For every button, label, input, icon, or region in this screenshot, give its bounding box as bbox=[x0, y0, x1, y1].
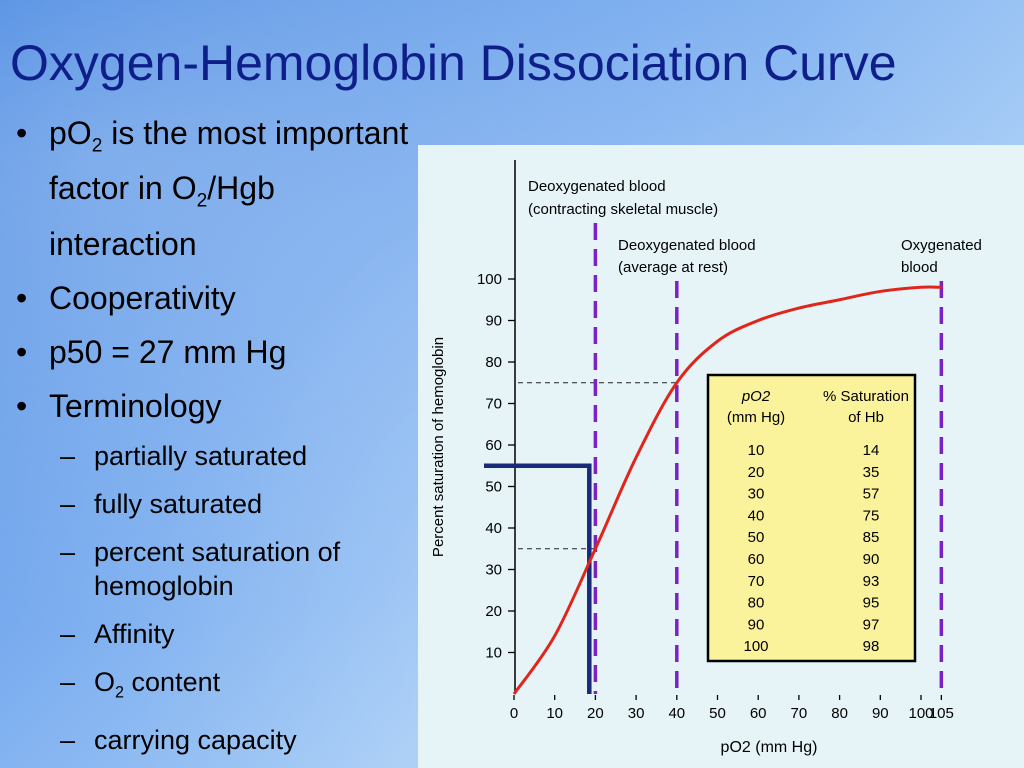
table-cell-po2: 30 bbox=[748, 486, 765, 503]
x-tick-label: 105 bbox=[929, 705, 954, 722]
y-tick-label: 80 bbox=[485, 354, 502, 371]
vertical-line-label: (contracting skeletal muscle) bbox=[528, 201, 718, 218]
table-cell-po2: 70 bbox=[748, 573, 765, 590]
sub-bullet-item: partially saturated bbox=[14, 439, 414, 473]
bullet-text: percent saturation of hemoglobin bbox=[94, 536, 341, 601]
table-cell-po2: 50 bbox=[748, 529, 765, 546]
y-tick-label: 90 bbox=[485, 313, 502, 330]
slide-title: Oxygen-Hemoglobin Dissociation Curve bbox=[10, 35, 897, 91]
dissociation-chart: 10 20 30 40 50 60 70 80 90 100 0 10 20 30 40 50 60 70 80 90… bbox=[418, 145, 1024, 768]
vertical-line-label: (average at rest) bbox=[618, 259, 728, 276]
y-tick-label: 10 bbox=[485, 645, 502, 662]
table-cell-saturation: 98 bbox=[863, 638, 880, 655]
x-tick-label: 30 bbox=[628, 705, 645, 722]
vertical-line-label: Deoxygenated blood bbox=[528, 178, 666, 195]
x-tick-label: 40 bbox=[668, 705, 685, 722]
y-tick-label: 60 bbox=[485, 437, 502, 454]
y-tick-label: 70 bbox=[485, 396, 502, 413]
y-axis-label: Percent saturation of hemoglobin bbox=[430, 337, 447, 557]
sub-bullet-item: carrying capacity bbox=[14, 723, 414, 757]
sub-bullet-item: Affinity bbox=[14, 617, 414, 651]
table-cell-saturation: 75 bbox=[863, 507, 880, 524]
table-cell-saturation: 97 bbox=[863, 616, 880, 633]
subscript-text: 2 bbox=[91, 135, 103, 157]
dissociation-curve bbox=[512, 285, 942, 695]
x-tick-label: 60 bbox=[750, 705, 767, 722]
table-cell-saturation: 90 bbox=[863, 551, 880, 568]
y-tick-label: 40 bbox=[485, 520, 502, 537]
table-cell-po2: 100 bbox=[743, 638, 768, 655]
sub-bullet-item: percent saturation of hemoglobin bbox=[14, 535, 414, 603]
bullet-text: partially saturated bbox=[94, 440, 308, 471]
bullet-item: p50 = 27 mm Hg bbox=[14, 331, 414, 373]
p50-marker-line bbox=[484, 463, 592, 694]
table-cell-saturation: 85 bbox=[863, 529, 880, 546]
x-axis-label: pO2 (mm Hg) bbox=[721, 739, 818, 756]
bullet-text: carrying capacity bbox=[94, 725, 297, 756]
x-tick-label: 20 bbox=[587, 705, 604, 722]
x-tick-label: 80 bbox=[831, 705, 848, 722]
table-cell-po2: 40 bbox=[748, 507, 765, 524]
table-cell-po2: 20 bbox=[748, 464, 765, 481]
bullet-text: is the most important factor in O bbox=[49, 115, 409, 207]
bullet-text: pO bbox=[49, 115, 92, 151]
bullet-item: Terminology bbox=[14, 385, 414, 427]
bullet-list: pO2 is the most important factor in O2/H… bbox=[14, 112, 414, 768]
bullet-item: pO2 is the most important factor in O2/H… bbox=[14, 112, 414, 265]
bullet-text: Affinity bbox=[94, 618, 175, 649]
bullet-text: O bbox=[94, 666, 116, 697]
x-tick-label: 0 bbox=[510, 705, 518, 722]
bullet-item: Cooperativity bbox=[14, 277, 414, 319]
vertical-line-label: Oxygenated bbox=[901, 237, 982, 254]
figure-panel: 10 20 30 40 50 60 70 80 90 100 0 10 20 30 40 50 60 70 80 90… bbox=[418, 145, 1024, 768]
vertical-line-label: Deoxygenated blood bbox=[618, 237, 756, 254]
bullet-text: Cooperativity bbox=[49, 279, 236, 316]
bullet-text: content bbox=[124, 666, 221, 697]
chart-svg: 10 20 30 40 50 60 70 80 90 100 0 10 20 30 40 50 60 70 80 90… bbox=[430, 160, 982, 756]
y-tick-label: 100 bbox=[477, 271, 502, 288]
table-cell-saturation: 57 bbox=[863, 486, 880, 503]
table-cell-po2: 80 bbox=[748, 595, 765, 612]
table-header-po2-unit: (mm Hg) bbox=[727, 409, 785, 426]
subscript-text: 2 bbox=[196, 190, 208, 212]
table-header-po2: pO2 bbox=[741, 388, 771, 405]
x-tick-label: 100 bbox=[908, 705, 933, 722]
x-tick-label: 50 bbox=[709, 705, 726, 722]
bullet-text: fully saturated bbox=[94, 488, 263, 519]
table-cell-saturation: 93 bbox=[863, 573, 880, 590]
y-tick-label: 20 bbox=[485, 603, 502, 620]
bullet-text: Terminology bbox=[49, 387, 222, 424]
bullet-text: /Hgb interaction bbox=[49, 170, 275, 262]
table-header-saturation: % Saturation bbox=[823, 388, 909, 405]
table-cell-po2: 10 bbox=[748, 442, 765, 459]
x-tick-label: 10 bbox=[546, 705, 563, 722]
table-cell-saturation: 35 bbox=[863, 464, 880, 481]
x-tick-label: 90 bbox=[872, 705, 889, 722]
table-cell-po2: 90 bbox=[748, 616, 765, 633]
data-table-box bbox=[706, 373, 917, 663]
table-header-saturation-unit: of Hb bbox=[848, 409, 884, 426]
y-tick-label: 30 bbox=[485, 562, 502, 579]
table-cell-saturation: 14 bbox=[863, 442, 880, 459]
sub-bullet-item: O2 content bbox=[14, 665, 414, 709]
bullet-text: p50 = 27 mm Hg bbox=[49, 333, 287, 370]
y-tick-label: 50 bbox=[485, 479, 502, 496]
vertical-line-label: blood bbox=[901, 259, 938, 276]
sub-bullet-item: fully saturated bbox=[14, 487, 414, 521]
subscript-text: 2 bbox=[115, 683, 125, 702]
x-tick-label: 70 bbox=[791, 705, 808, 722]
table-cell-po2: 60 bbox=[748, 551, 765, 568]
table-cell-saturation: 95 bbox=[863, 595, 880, 612]
